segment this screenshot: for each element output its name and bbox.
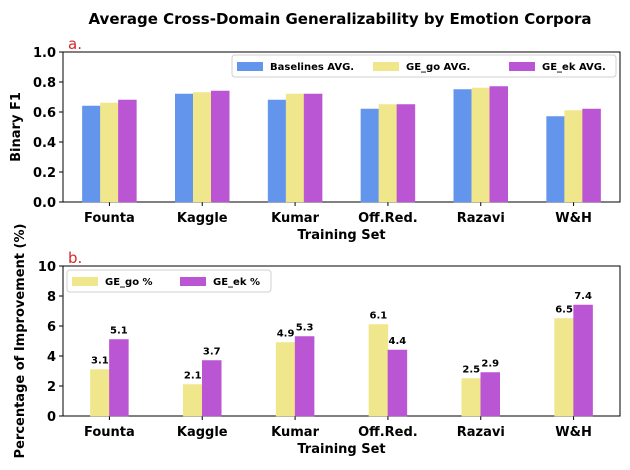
y-tick-label: 0.6 — [33, 106, 56, 121]
legend-label: GE_ek % — [213, 277, 260, 288]
y-axis-label: Binary F1 — [9, 92, 24, 162]
data-label: 6.1 — [370, 311, 388, 322]
x-tick-label: Kumar — [271, 425, 319, 440]
legend-swatch — [373, 62, 399, 71]
y-tick-label: 0.2 — [33, 166, 56, 181]
panel-label: b. — [68, 249, 82, 267]
axes-frame — [62, 265, 621, 417]
bar-ge-ek — [480, 372, 500, 417]
data-label: 2.1 — [184, 371, 202, 382]
bar-ge-ek — [489, 86, 508, 203]
y-tick-label: 4 — [47, 350, 56, 365]
bar-ge-ek — [573, 304, 593, 417]
x-axis-label: Training Set — [297, 442, 385, 457]
axes-frame — [62, 51, 621, 203]
legend-swatch — [237, 62, 263, 71]
x-axis-label: Training Set — [297, 228, 385, 243]
bar-ge-ek — [109, 339, 129, 417]
y-tick-label: 10 — [38, 260, 56, 275]
data-label: 5.1 — [110, 326, 128, 337]
x-tick-label: W&H — [555, 425, 592, 440]
y-tick-label: 0.4 — [33, 136, 56, 151]
legend-swatch — [509, 62, 535, 71]
bar-ge-go — [285, 93, 305, 203]
bar-ge-ek — [396, 104, 416, 203]
bar-ge-go — [461, 378, 481, 417]
x-tick-label: Razavi — [457, 211, 505, 226]
bar-ge-ek — [387, 349, 408, 417]
data-label: 5.3 — [296, 323, 314, 334]
legend-swatch — [72, 277, 98, 286]
x-tick-label: Kaggle — [177, 425, 228, 440]
bar-ge-ek — [303, 93, 323, 203]
bar-baseline — [453, 89, 472, 203]
bar-ge-go — [275, 342, 296, 417]
legend-label: Baselines AVG. — [270, 62, 354, 73]
bar-ge-go — [554, 318, 574, 417]
legend-label: GE_go % — [105, 277, 153, 288]
data-label: 2.9 — [481, 359, 499, 370]
x-tick-label: Kaggle — [177, 211, 228, 226]
bar-ge-go — [564, 110, 583, 203]
panel-label: a. — [68, 35, 82, 53]
x-tick-label: Kumar — [271, 211, 319, 226]
x-tick-label: Founta — [84, 211, 135, 226]
bar-baseline — [82, 105, 101, 203]
bar-ge-ek — [294, 336, 315, 417]
bar-ge-ek — [202, 360, 222, 417]
y-tick-label: 2 — [47, 380, 56, 395]
y-tick-label: 1.0 — [33, 46, 56, 61]
bar-ge-go — [90, 369, 110, 417]
bar-ge-ek — [582, 108, 601, 203]
data-label: 3.1 — [91, 356, 109, 367]
panel-b: 0 2 4 6 8 10 Founta 3.1 5.1 Kaggle 2.1 3.7 Kumar 4.95… — [13, 224, 621, 459]
data-label: 2.5 — [462, 365, 480, 376]
bar-baseline — [267, 99, 287, 203]
bar-baseline — [546, 116, 565, 203]
bar-ge-ek — [211, 90, 230, 203]
y-tick-label: 0.0 — [33, 196, 56, 211]
x-tick-label: Founta — [84, 425, 135, 440]
x-tick-label: Razavi — [457, 425, 505, 440]
legend-swatch — [180, 277, 206, 286]
x-tick-label: Off.Red. — [358, 425, 418, 440]
bar-ge-ek — [118, 99, 137, 203]
bar-ge-go — [193, 92, 212, 203]
panel-a: 0.0 0.2 0.4 0.6 0.8 1.0 Founta Kaggle Kumar Off.R… — [9, 35, 621, 243]
bar-ge-go — [378, 104, 398, 203]
bar-baseline — [175, 93, 194, 203]
y-tick-label: 0 — [47, 410, 56, 425]
legend — [231, 54, 617, 78]
y-tick-label: 0.8 — [33, 76, 56, 91]
x-tick-label: Off.Red. — [358, 211, 418, 226]
bar-ge-go — [368, 324, 389, 417]
data-label: 7.4 — [574, 291, 592, 302]
data-label: 3.7 — [203, 347, 221, 358]
bar-ge-go — [100, 102, 119, 203]
legend — [66, 269, 272, 293]
data-label: 4.4 — [389, 336, 407, 347]
data-label: 6.5 — [555, 305, 573, 316]
bar-ge-go — [183, 384, 203, 417]
y-tick-label: 8 — [47, 290, 56, 305]
y-axis-label: Percentage of Improvement (%) — [13, 224, 28, 459]
bar-baseline — [360, 108, 380, 203]
data-label: 4.9 — [277, 329, 295, 340]
bar-ge-go — [471, 87, 490, 203]
x-tick-label: W&H — [555, 211, 592, 226]
chart-title: Average Cross-Domain Generalizability by… — [88, 10, 591, 28]
y-tick-label: 6 — [47, 320, 56, 335]
legend-label: GE_ek AVG. — [542, 62, 606, 73]
legend-label: GE_go AVG. — [406, 62, 470, 73]
